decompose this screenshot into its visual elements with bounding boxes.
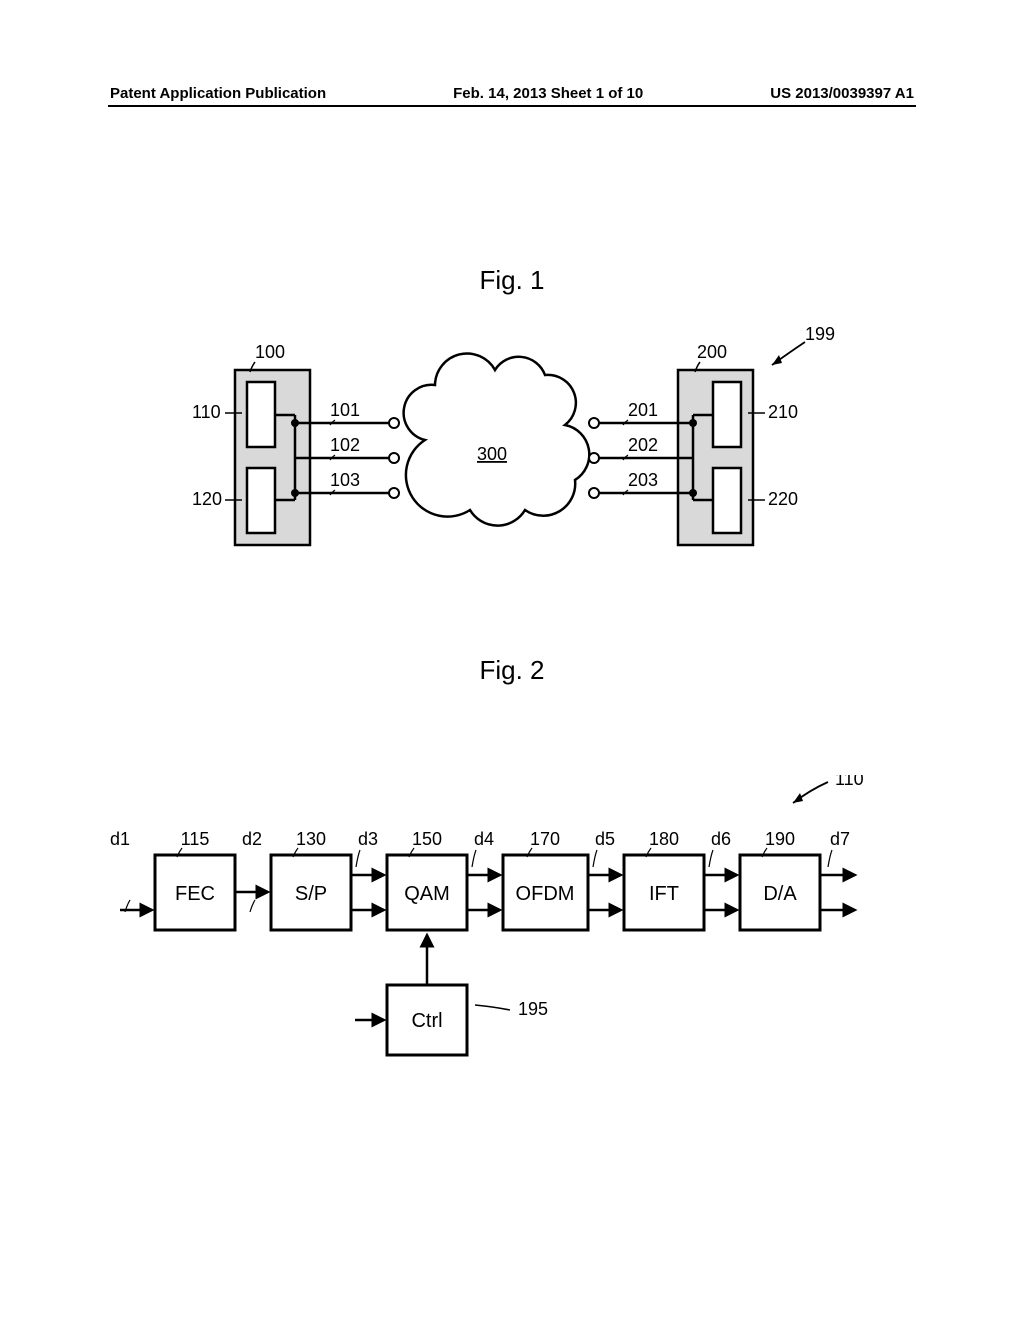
label-300: 300 — [477, 444, 507, 464]
label-130: 130 — [296, 829, 326, 849]
label-190: 190 — [765, 829, 795, 849]
leader-d2 — [250, 900, 255, 912]
label-220: 220 — [768, 489, 798, 509]
leader-d5 — [593, 850, 597, 867]
dot-101-l — [291, 419, 299, 427]
dot-201-r — [689, 419, 697, 427]
label-120: 120 — [192, 489, 222, 509]
label-202: 202 — [628, 435, 658, 455]
label-103: 103 — [330, 470, 360, 490]
label-110: 110 — [192, 402, 221, 422]
leader-199-arrow — [772, 355, 782, 365]
label-101: 101 — [330, 400, 360, 420]
port-202 — [589, 453, 599, 463]
label-d7: d7 — [830, 829, 850, 849]
label-d5: d5 — [595, 829, 615, 849]
box-220 — [713, 468, 741, 533]
label-d4: d4 — [474, 829, 494, 849]
block-ofdm: OFDM — [503, 855, 588, 930]
label-102: 102 — [330, 435, 360, 455]
leader-d4 — [472, 850, 476, 867]
fig1-title: Fig. 1 — [0, 265, 1024, 296]
leader-d7 — [828, 850, 832, 867]
label-100: 100 — [255, 342, 285, 362]
fig2-diagram: FEC S/P QAM OFDM IFT D/A Ctrl — [100, 775, 940, 1105]
label-d3: d3 — [358, 829, 378, 849]
block-qam: QAM — [387, 855, 467, 930]
port-103 — [389, 488, 399, 498]
dot-203-r — [689, 489, 697, 497]
svg-text:QAM: QAM — [404, 883, 450, 905]
header-center: Feb. 14, 2013 Sheet 1 of 10 — [453, 85, 643, 102]
port-102 — [389, 453, 399, 463]
svg-text:IFT: IFT — [649, 883, 679, 905]
svg-text:S/P: S/P — [295, 883, 327, 905]
svg-text:D/A: D/A — [763, 883, 797, 905]
block-da: D/A — [740, 855, 820, 930]
leader-110-arrow — [793, 793, 803, 803]
svg-text:FEC: FEC — [175, 883, 215, 905]
fig1-diagram: 100 110 120 101 102 103 300 201 202 203 … — [180, 310, 860, 590]
label-d1: d1 — [110, 829, 130, 849]
label-d2: d2 — [242, 829, 262, 849]
header-left: Patent Application Publication — [110, 85, 326, 102]
header-divider — [108, 105, 916, 107]
leader-d3 — [356, 850, 360, 867]
fig2-title: Fig. 2 — [0, 655, 1024, 686]
label-110-ref: 110 — [835, 775, 864, 789]
page-header: Patent Application Publication Feb. 14, … — [110, 85, 914, 102]
port-201 — [589, 418, 599, 428]
block-ctrl: Ctrl — [387, 985, 467, 1055]
label-199: 199 — [805, 324, 835, 344]
label-150: 150 — [412, 829, 442, 849]
dot-103-l — [291, 489, 299, 497]
block-fec: FEC — [155, 855, 235, 930]
svg-text:OFDM: OFDM — [516, 883, 575, 905]
label-203: 203 — [628, 470, 658, 490]
header-right: US 2013/0039397 A1 — [770, 85, 914, 102]
label-d6: d6 — [711, 829, 731, 849]
label-170: 170 — [530, 829, 560, 849]
box-110 — [247, 382, 275, 447]
port-101 — [389, 418, 399, 428]
port-203 — [589, 488, 599, 498]
svg-text:Ctrl: Ctrl — [411, 1010, 442, 1032]
box-120 — [247, 468, 275, 533]
leader-195 — [475, 1005, 510, 1010]
leader-d6 — [709, 850, 713, 867]
cloud-300 — [404, 353, 590, 525]
label-201: 201 — [628, 400, 658, 420]
block-sp: S/P — [271, 855, 351, 930]
block-ift: IFT — [624, 855, 704, 930]
label-200: 200 — [697, 342, 727, 362]
label-195: 195 — [518, 999, 548, 1019]
label-210: 210 — [768, 402, 798, 422]
label-180: 180 — [649, 829, 679, 849]
box-210 — [713, 382, 741, 447]
label-115: 115 — [181, 829, 210, 849]
